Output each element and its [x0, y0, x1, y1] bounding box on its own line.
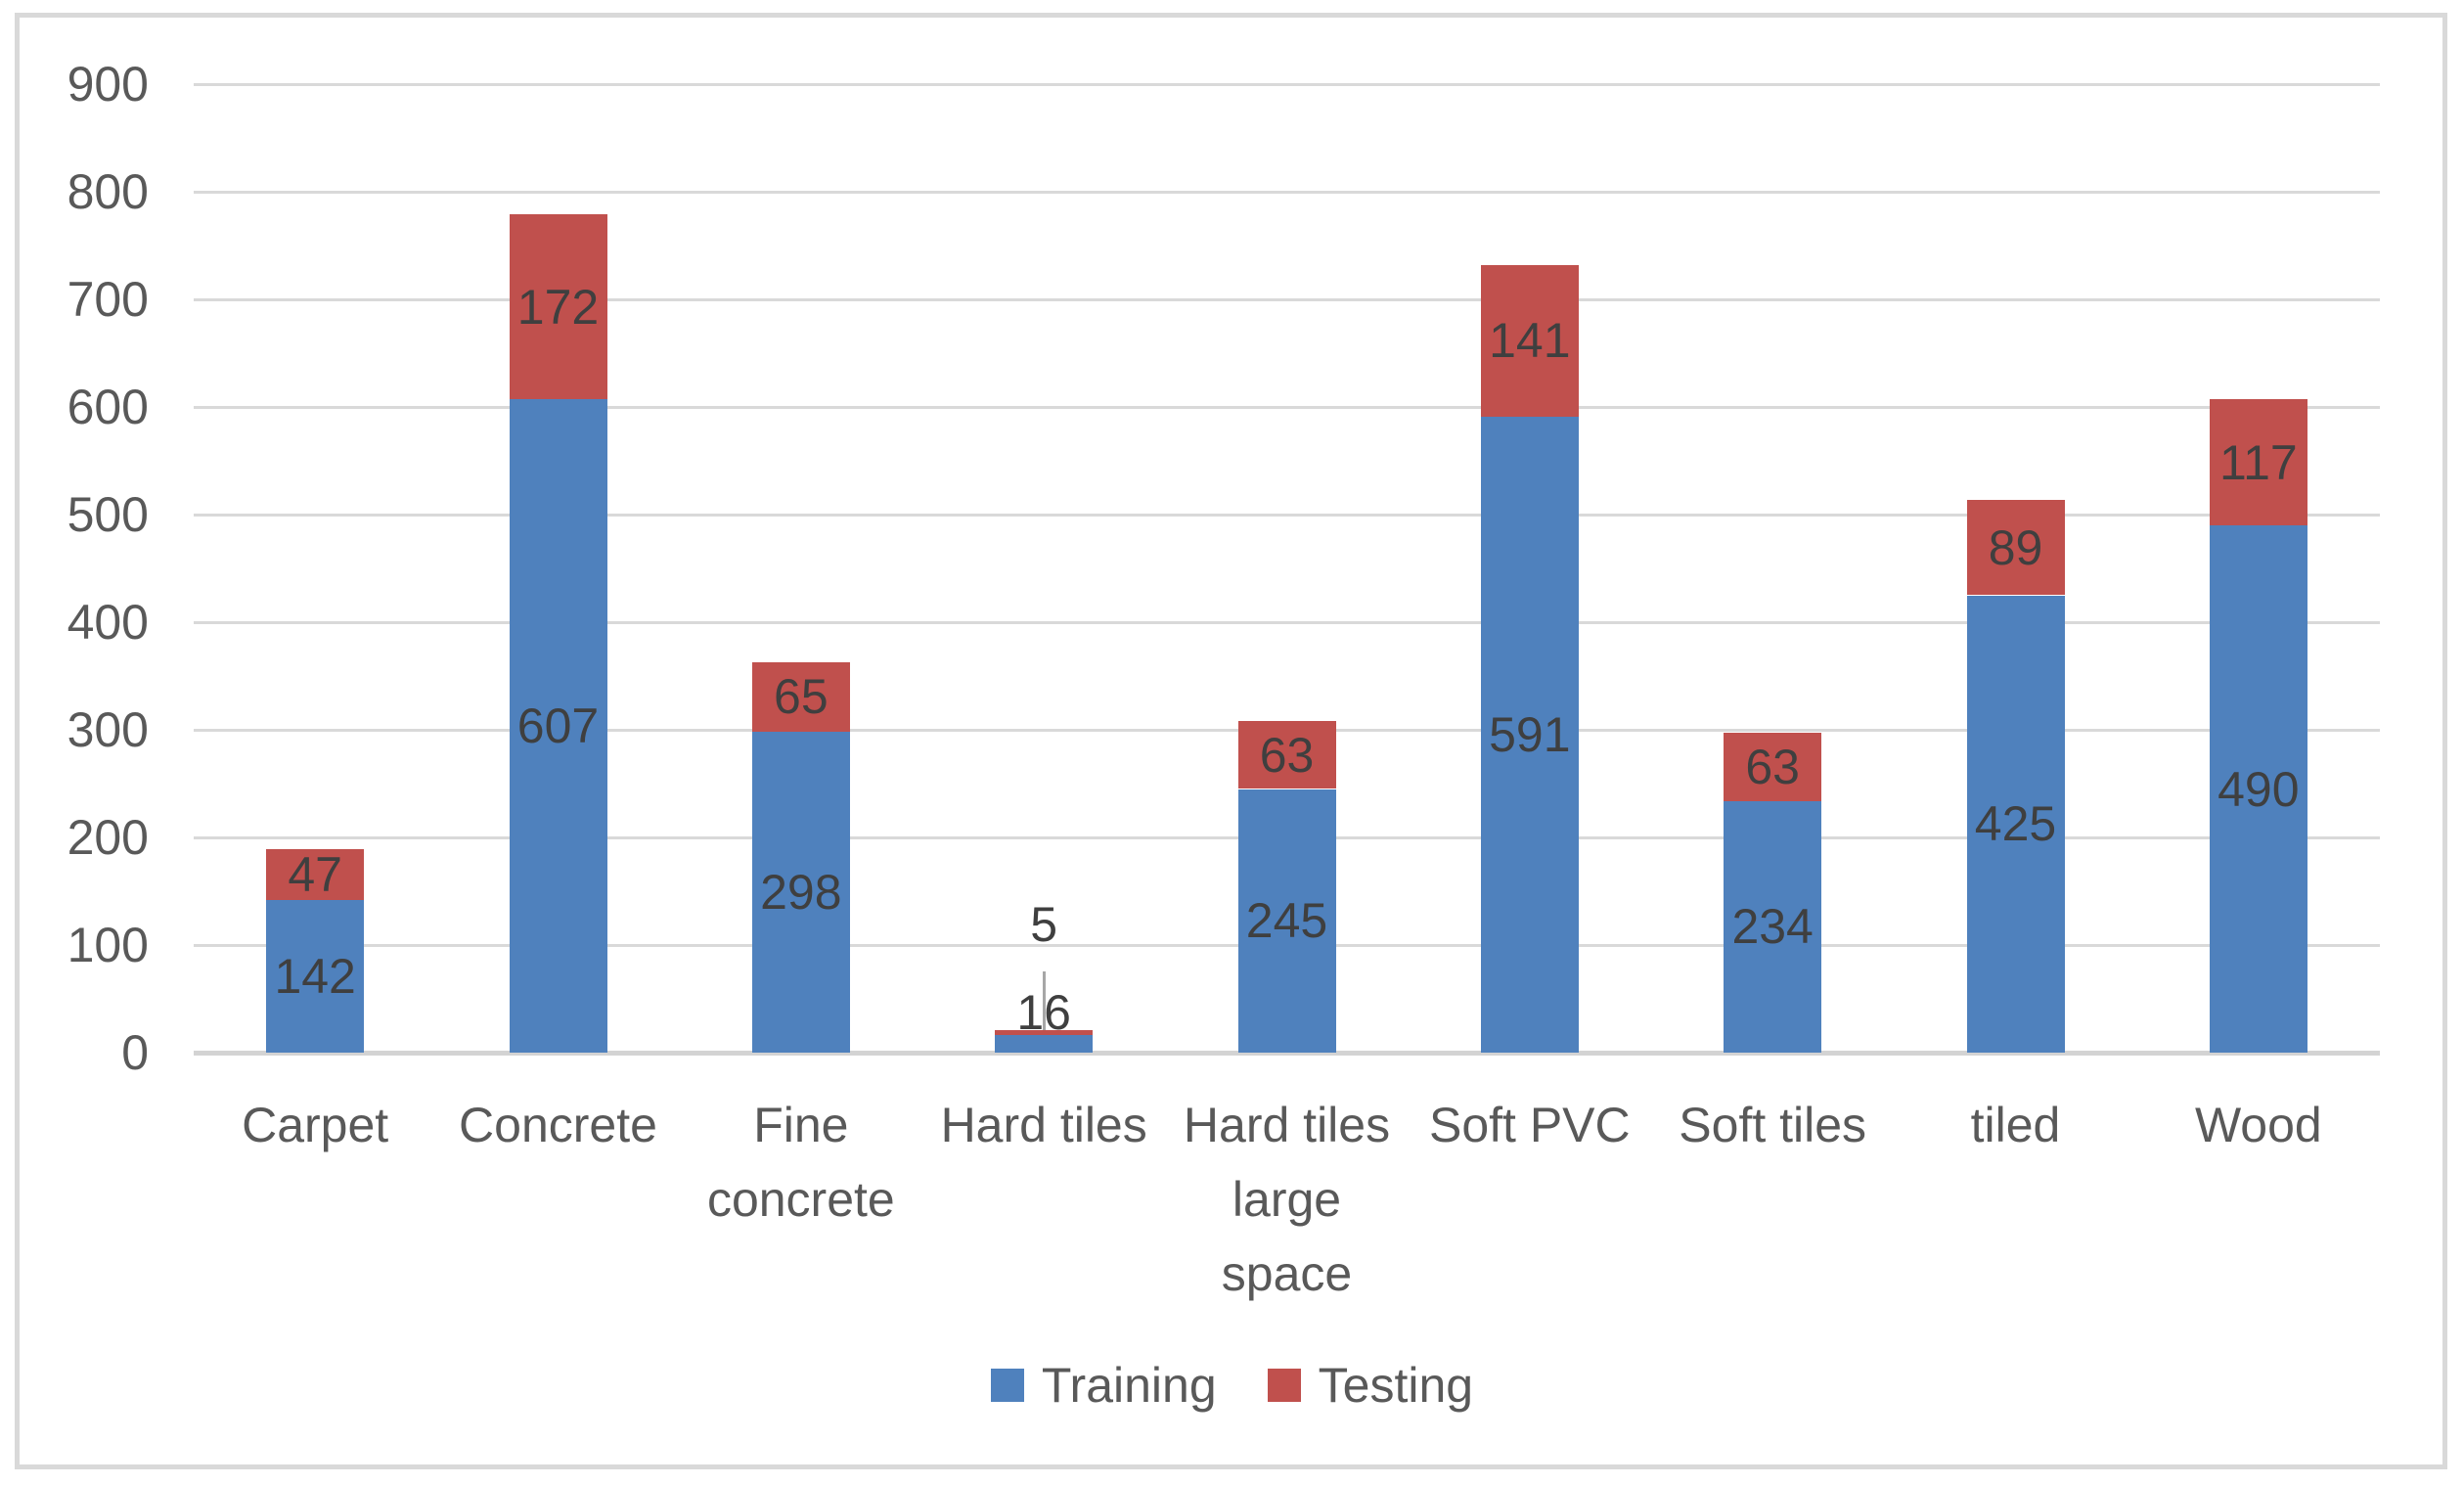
x-category-label-wood: Wood: [2137, 1088, 2380, 1162]
x-category-label-carpet: Carpet: [194, 1088, 436, 1162]
gridline-500: [194, 513, 2380, 517]
x-category-label-line: Concrete: [459, 1098, 657, 1152]
data-label-training-fine-concrete: 298: [760, 865, 842, 921]
x-category-label-line: Soft PVC: [1429, 1098, 1631, 1152]
y-tick-label-700: 700: [67, 272, 149, 327]
data-label-testing-soft-tiles: 63: [1745, 739, 1800, 794]
legend-label-training: Training: [1041, 1358, 1217, 1413]
bar-segment-testing-hard-tiles: [995, 1029, 1094, 1036]
data-label-training-concrete: 607: [516, 698, 600, 754]
bar-segment-testing-hard-tiles-large-space: [1237, 721, 1336, 789]
chart-frame-border: [15, 13, 2447, 1469]
y-tick-label-300: 300: [67, 702, 149, 757]
x-category-label-line: tiled: [1970, 1098, 2061, 1152]
x-category-label-soft-pvc: Soft PVC: [1409, 1088, 1651, 1162]
x-category-label-soft-tiles: Soft tiles: [1651, 1088, 1894, 1162]
data-label-testing-hard-tiles: 5: [1030, 896, 1058, 952]
data-label-testing-tiled: 89: [1988, 519, 2043, 575]
bar-segment-training-fine-concrete: [751, 732, 850, 1053]
legend-item-testing: Testing: [1267, 1357, 1474, 1414]
x-category-label-line: space: [1221, 1246, 1353, 1301]
gridline-900: [194, 82, 2380, 86]
x-category-label-tiled: tiled: [1895, 1088, 2137, 1162]
gridline-600: [194, 405, 2380, 409]
x-category-label-hard-tiles-large-space: Hard tiles large space: [1166, 1088, 1409, 1311]
legend-item-training: Training: [990, 1357, 1217, 1414]
x-category-label-concrete: Concrete: [437, 1088, 680, 1162]
y-tick-label-800: 800: [67, 164, 149, 219]
gridline-800: [194, 190, 2380, 194]
x-category-label-line: concrete: [706, 1172, 895, 1227]
x-category-label-line: Wood: [2194, 1098, 2322, 1152]
data-label-testing-concrete: 172: [516, 279, 600, 335]
bar-segment-training-tiled: [1966, 595, 2065, 1053]
x-category-label-hard-tiles: Hard tiles: [922, 1088, 1165, 1162]
data-label-training-hard-tiles-large-space: 245: [1245, 893, 1328, 949]
y-tick-label-100: 100: [67, 918, 149, 972]
data-label-testing-soft-pvc: 141: [1489, 313, 1571, 369]
data-label-training-soft-tiles: 234: [1731, 899, 1814, 955]
bar-segment-testing-soft-pvc: [1480, 264, 1579, 417]
data-label-testing-fine-concrete: 65: [774, 669, 829, 725]
x-category-label-line: Carpet: [242, 1098, 389, 1152]
bar-segment-testing-tiled: [1966, 499, 2065, 596]
bar-segment-testing-soft-tiles: [1724, 733, 1822, 801]
data-label-training-wood: 490: [2218, 761, 2300, 817]
data-label-training-hard-tiles: 16: [1016, 984, 1071, 1040]
bar-segment-testing-concrete: [509, 214, 607, 400]
x-axis-line: [194, 1051, 2380, 1056]
y-tick-label-600: 600: [67, 380, 149, 434]
y-tick-label-200: 200: [67, 810, 149, 865]
y-tick-label-400: 400: [67, 595, 149, 650]
x-category-label-line: Soft tiles: [1679, 1098, 1867, 1152]
gridline-700: [194, 297, 2380, 301]
legend-label-testing: Testing: [1318, 1358, 1474, 1413]
bar-segment-testing-carpet: [266, 849, 365, 900]
legend: Training Testing: [0, 1357, 2464, 1414]
data-label-training-carpet: 142: [274, 948, 356, 1004]
bar-segment-training-soft-pvc: [1480, 416, 1579, 1053]
bar-segment-training-concrete: [509, 399, 607, 1053]
gridline-400: [194, 620, 2380, 624]
bar-segment-training-carpet: [266, 899, 365, 1053]
data-label-leader-line-hard-tiles: [1042, 970, 1046, 1033]
data-label-training-soft-pvc: 591: [1489, 706, 1571, 762]
x-category-label-line: large: [1232, 1172, 1342, 1227]
legend-swatch-training: [990, 1369, 1024, 1402]
bar-segment-training-soft-tiles: [1724, 800, 1822, 1053]
x-category-label-line: Hard tiles: [1183, 1098, 1391, 1152]
data-label-training-tiled: 425: [1974, 796, 2057, 852]
y-tick-label-0: 0: [121, 1025, 149, 1080]
y-tick-label-500: 500: [67, 487, 149, 542]
x-category-label-fine-concrete: Fine concrete: [680, 1088, 922, 1237]
legend-swatch-testing: [1267, 1369, 1301, 1402]
bar-segment-training-hard-tiles: [995, 1035, 1094, 1053]
bar-segment-training-wood: [2209, 525, 2307, 1053]
x-category-label-line: Hard tiles: [940, 1098, 1147, 1152]
x-category-label-line: Fine: [753, 1098, 849, 1152]
data-label-testing-wood: 117: [2218, 434, 2298, 490]
data-label-testing-hard-tiles-large-space: 63: [1259, 727, 1315, 783]
data-label-testing-carpet: 47: [288, 846, 342, 902]
bar-segment-testing-fine-concrete: [751, 661, 850, 733]
bar-segment-testing-wood: [2209, 399, 2307, 525]
y-tick-label-900: 900: [67, 57, 149, 112]
bar-segment-training-hard-tiles-large-space: [1237, 788, 1336, 1053]
plot-area: 142 47 607 172 298 65 16 5 245 63 591 141 234 63 425 89…: [194, 82, 2380, 1056]
